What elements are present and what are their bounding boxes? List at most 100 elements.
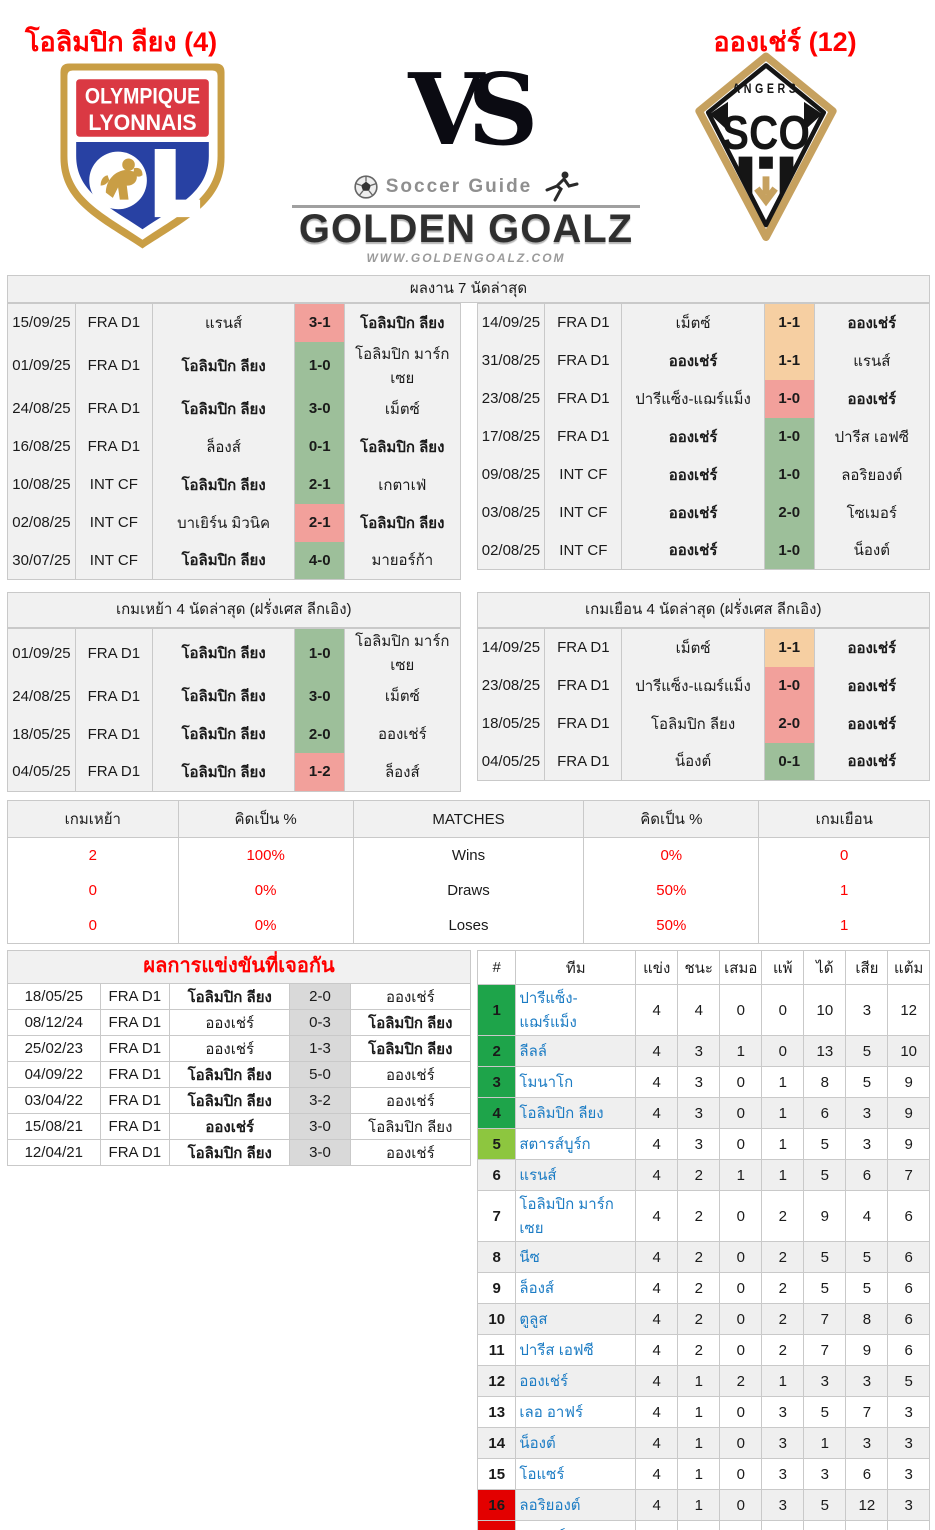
team-link[interactable]: ลีลล์ (515, 1035, 637, 1067)
rank-cell: 16 (476, 1489, 517, 1521)
team-link[interactable]: สตารส์บูร์ก (515, 1128, 637, 1160)
played: 4 (635, 1334, 679, 1366)
match-league: FRA D1 (74, 715, 153, 753)
match-league: FRA D1 (544, 417, 622, 456)
team-link[interactable]: โอลิมปิก มาร์กเซย (515, 1190, 637, 1242)
match-row: 04/05/25 FRA D1 น็องต์ 0-1 อองเช่ร์ (477, 742, 930, 781)
match-score: 2-0 (763, 493, 815, 532)
arrow-down-icon (754, 176, 778, 207)
team-link[interactable]: ล็องส์ (515, 1272, 637, 1304)
match-score: 1-0 (763, 666, 815, 705)
wins: 0 (677, 1520, 721, 1530)
standings-header: ทีม (515, 950, 637, 985)
team-link[interactable]: นีซ (515, 1241, 637, 1273)
played: 4 (635, 1365, 679, 1397)
match-score: 1-0 (294, 628, 345, 677)
wins: 2 (677, 1334, 721, 1366)
goals-against: 9 (845, 1334, 889, 1366)
team-link[interactable]: แรนส์ (515, 1159, 637, 1191)
match-away-team: ล็องส์ (344, 753, 460, 791)
rank-cell: 14 (476, 1427, 517, 1459)
played: 4 (635, 1303, 679, 1335)
soccer-ball-icon (354, 175, 378, 199)
match-date: 18/05/25 (7, 983, 101, 1010)
standings-row: 8 นีซ 4 2 0 2 5 5 6 (476, 1241, 930, 1273)
match-row: 24/08/25 FRA D1 โอลิมปิก ลียง 3-0 เม็ตซ์ (8, 389, 460, 428)
match-league: FRA D1 (544, 628, 622, 667)
wins: 2 (677, 1303, 721, 1335)
standings-row: 13 เลอ อาฟร์ 4 1 0 3 5 7 3 (476, 1396, 930, 1428)
team-link[interactable]: เลอ อาฟร์ (515, 1396, 637, 1428)
match-date: 15/08/21 (7, 1113, 101, 1140)
played: 4 (635, 1097, 679, 1129)
team-link[interactable]: ตูลูส (515, 1303, 637, 1335)
match-row: 01/09/25 FRA D1 โอลิมปิก ลียง 1-0 โอลิมป… (8, 628, 460, 677)
match-home-team: ปารีแซ็ง-แฌร์แม็ง (621, 379, 765, 418)
goals-against: 7 (845, 1396, 889, 1428)
vs-mark: VS (408, 53, 538, 168)
stat-label: Draws (352, 873, 585, 908)
summary-header: MATCHES (352, 800, 585, 838)
match-row: 03/08/25 INT CF อองเช่ร์ 2-0 โซเมอร์ (477, 493, 930, 532)
team-link[interactable]: อองเช่ร์ (515, 1365, 637, 1397)
match-date: 04/05/25 (481, 752, 541, 770)
match-date: 17/08/25 (481, 428, 541, 445)
played: 4 (635, 1396, 679, 1428)
match-date: 10/08/25 (12, 476, 71, 493)
match-league: INT CF (544, 455, 622, 494)
standings-header: ชนะ (677, 950, 721, 985)
away-pct: 50% (583, 873, 760, 908)
home-count: 2 (7, 837, 179, 873)
match-score: 0-1 (294, 427, 345, 466)
summary-header: คิดเป็น % (177, 800, 354, 838)
summary-row: 0 0% Loses 50% 1 (7, 908, 930, 944)
goals-for: 7 (803, 1334, 847, 1366)
match-league: FRA D1 (99, 1009, 171, 1036)
standings-header: แต้ม (887, 950, 930, 985)
match-league: INT CF (74, 541, 153, 580)
match-score: 3-1 (294, 303, 345, 342)
match-home-team: โอลิมปิก ลียง (151, 465, 295, 504)
goals-against: 10 (845, 1520, 889, 1530)
svg-text:LYONNAIS: LYONNAIS (88, 110, 196, 135)
match-home-team: น็องต์ (621, 742, 765, 781)
losses: 1 (761, 1365, 805, 1397)
match-date: 04/05/25 (12, 763, 71, 781)
match-home-team: อองเช่ร์ (621, 341, 765, 380)
team-link[interactable]: ปารีส เอฟซี (515, 1334, 637, 1366)
match-away-team: อองเช่ร์ (349, 1087, 472, 1114)
summary-row: 2 100% Wins 0% 0 (7, 837, 930, 873)
team-link[interactable]: น็องต์ (515, 1427, 637, 1459)
team-link[interactable]: ลอริยองต์ (515, 1489, 637, 1521)
match-away-team: เกตาเฟ่ (344, 465, 460, 504)
standings-row: 5 สตารส์บูร์ก 4 3 0 1 5 3 9 (476, 1128, 930, 1160)
team-link[interactable]: โอแซร์ (515, 1458, 637, 1490)
draws: 0 (719, 1097, 763, 1129)
match-score: 1-0 (763, 417, 815, 456)
wins: 3 (677, 1066, 721, 1098)
match-league: INT CF (74, 503, 153, 542)
match-league: FRA D1 (99, 1061, 171, 1088)
goals-against: 6 (845, 1159, 889, 1191)
played: 4 (635, 1241, 679, 1273)
match-score: 2-1 (294, 465, 345, 504)
points: 3 (887, 1489, 930, 1521)
team-link[interactable]: โมนาโก (515, 1066, 637, 1098)
points: 7 (887, 1159, 930, 1191)
losses: 2 (761, 1272, 805, 1304)
wins: 3 (677, 1128, 721, 1160)
away-form-title: เกมเยือน 4 นัดล่าสุด (ฝรั่งเศส ลีกเอิง) (476, 592, 930, 628)
draws: 1 (719, 1035, 763, 1067)
match-away-team: อองเช่ร์ (813, 303, 930, 342)
match-away-team: อองเช่ร์ (813, 666, 930, 705)
match-date: 24/08/25 (12, 400, 71, 417)
match-date: 14/09/25 (481, 639, 541, 657)
match-home-team: อองเช่ร์ (169, 1035, 291, 1062)
team-link[interactable]: แบรสต์ (515, 1520, 637, 1530)
rank-cell: 9 (476, 1272, 517, 1304)
match-score: 5-0 (289, 1061, 351, 1088)
team-link[interactable]: ปารีแซ็ง-แฌร์แม็ง (515, 984, 637, 1036)
team-link[interactable]: โอลิมปิก ลียง (515, 1097, 637, 1129)
match-row: 18/05/25 FRA D1 โอลิมปิก ลียง 2-0 อองเช่… (8, 715, 460, 753)
